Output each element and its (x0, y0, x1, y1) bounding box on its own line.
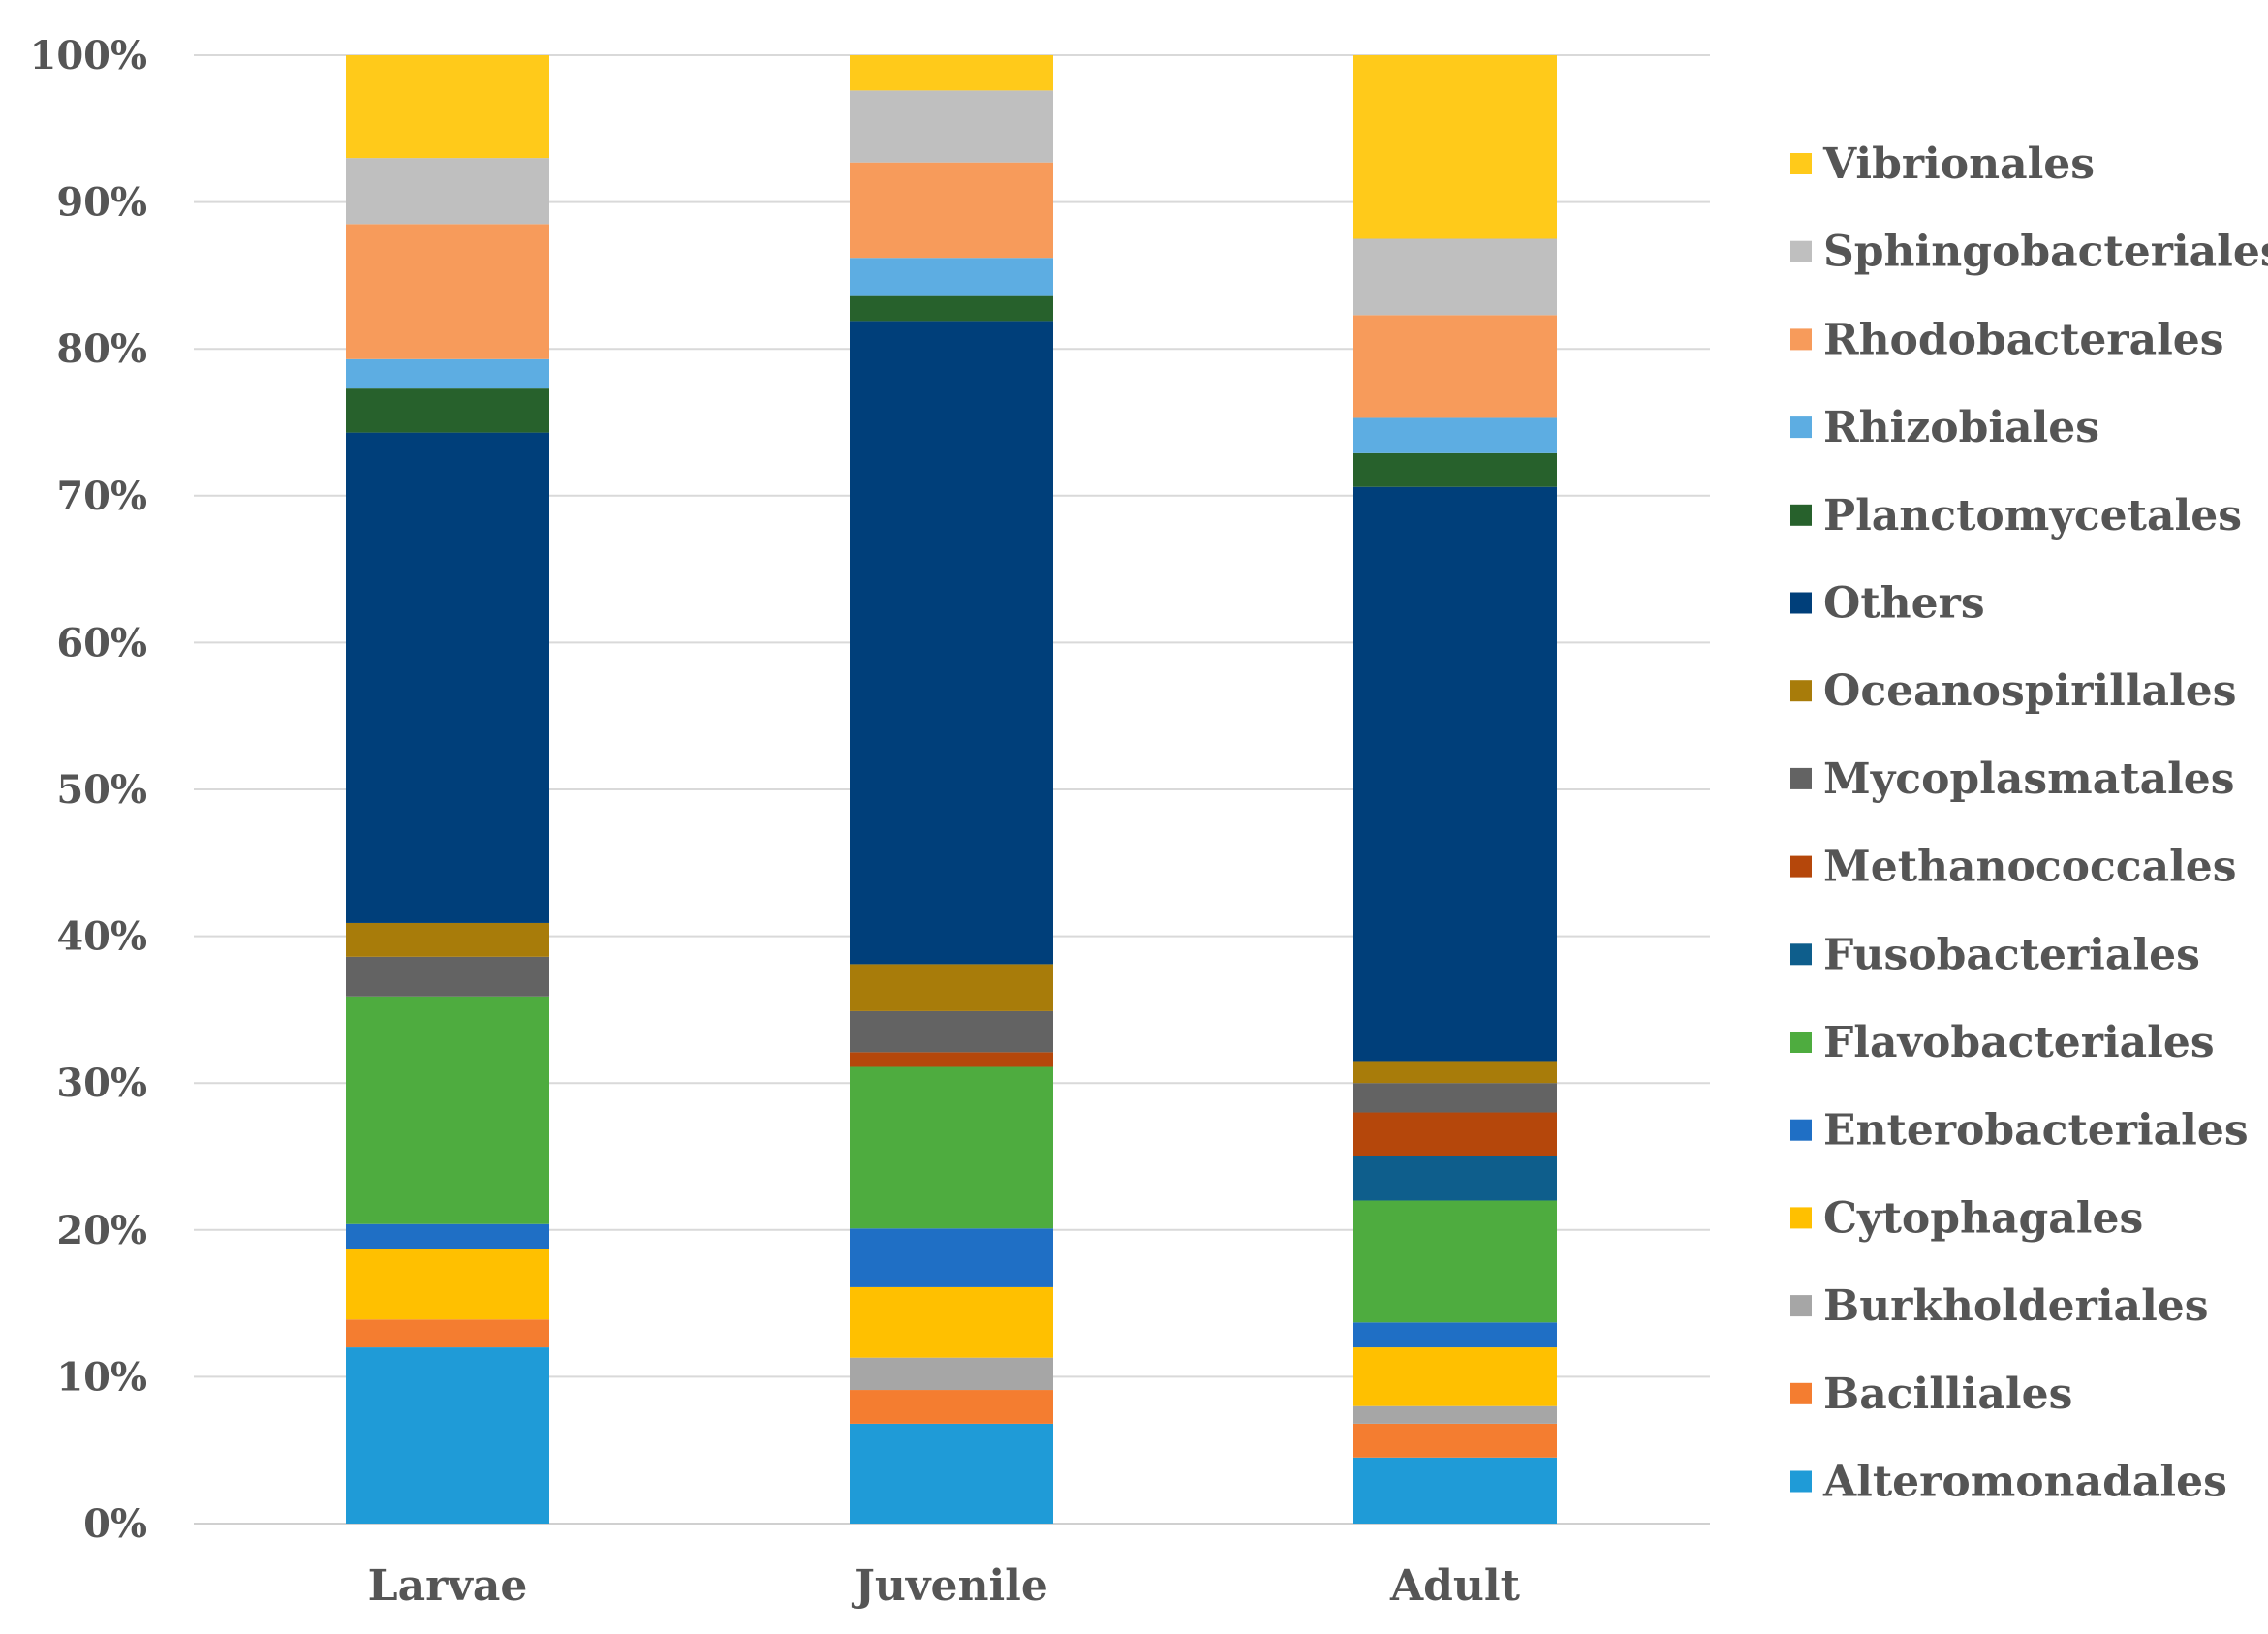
legend-swatch (1790, 504, 1812, 526)
bar-segment-juvenile-alteromonadales (850, 1423, 1053, 1524)
legend-label: Alteromonadales (1822, 1458, 2227, 1507)
y-tick-label: 10% (56, 1354, 147, 1400)
bar-segment-adult-vibrionales (1353, 55, 1557, 239)
y-tick-label: 100% (29, 33, 147, 78)
legend-swatch (1790, 680, 1812, 702)
bar-segment-juvenile-others (850, 321, 1053, 965)
bar-segment-adult-fusobacteriales (1353, 1156, 1557, 1201)
legend-label: Rhodobacterales (1823, 315, 2224, 364)
x-category-label: Juvenile (851, 1561, 1048, 1611)
legend-swatch (1790, 1470, 1812, 1493)
legend: Vibrionales Sphingobacteriales Rhodobacter… (1790, 139, 2268, 1507)
legend-swatch (1790, 1207, 1812, 1229)
legend-swatch (1790, 328, 1812, 351)
y-tick-label: 90% (56, 180, 147, 226)
bar-segment-larvae-oceanospirillales (346, 922, 549, 957)
legend-label: Sphingobacteriales (1823, 228, 2268, 277)
legend-label: Cytophagales (1823, 1193, 2143, 1243)
bar-segment-juvenile-mycoplasmatales (850, 1010, 1053, 1053)
bar-segment-larvae-enterobacteriales (346, 1223, 549, 1249)
legend-swatch (1790, 767, 1812, 789)
bar-segment-juvenile-enterobacteriales (850, 1228, 1053, 1287)
legend-label: Others (1823, 579, 1985, 629)
bar-segment-juvenile-cytophagales (850, 1286, 1053, 1358)
bar-segment-adult-methanococcales (1353, 1112, 1557, 1156)
bar-segment-larvae-vibrionales (346, 55, 549, 159)
y-tick-label: 40% (56, 914, 147, 960)
bar-segment-adult-others (1353, 486, 1557, 1062)
bar-segment-juvenile-vibrionales (850, 55, 1053, 91)
bar-segment-juvenile-sphingobacteriales (850, 90, 1053, 163)
bar-segment-adult-bacilliales (1353, 1423, 1557, 1458)
bar-segment-adult-rhizobiales (1353, 417, 1557, 453)
bar-segment-adult-burkholderiales (1353, 1405, 1557, 1424)
y-tick-label: 80% (56, 326, 147, 372)
legend-swatch (1790, 855, 1812, 878)
bar-segment-adult-alteromonadales (1353, 1457, 1557, 1524)
legend-swatch (1790, 240, 1812, 262)
bar-segment-larvae-bacilliales (346, 1319, 549, 1348)
bar-segment-juvenile-oceanospirillales (850, 964, 1053, 1011)
bar-segment-adult-planctomycetales (1353, 452, 1557, 487)
legend-swatch (1790, 592, 1812, 614)
legend-swatch (1790, 416, 1812, 439)
y-tick-label: 60% (56, 620, 147, 665)
bar-segment-juvenile-rhodobacterales (850, 162, 1053, 259)
bar-segment-larvae-others (346, 432, 549, 923)
x-category-label: Adult (1389, 1561, 1521, 1611)
y-tick-label: 20% (56, 1208, 147, 1253)
legend-label: Enterobacteriales (1823, 1106, 2249, 1156)
bar-segment-adult-oceanospirillales (1353, 1061, 1557, 1084)
legend-label: Rhizobiales (1823, 403, 2099, 452)
legend-label: Bacilliales (1823, 1370, 2072, 1419)
legend-swatch (1790, 1382, 1812, 1404)
bar-segment-adult-enterobacteriales (1353, 1322, 1557, 1348)
bar-segment-juvenile-planctomycetales (850, 295, 1053, 322)
bar-segment-juvenile-rhizobiales (850, 258, 1053, 296)
bar-segment-juvenile-methanococcales (850, 1052, 1053, 1067)
bar-segment-larvae-flavobacteriales (346, 996, 549, 1224)
legend-label: Vibrionales (1822, 139, 2095, 189)
bar-segment-adult-rhodobacterales (1353, 315, 1557, 418)
bar-segment-adult-sphingobacteriales (1353, 238, 1557, 316)
legend-label: Flavobacteriales (1823, 1018, 2215, 1067)
bars (346, 55, 1557, 1524)
legend-swatch (1790, 153, 1812, 174)
legend-label: Methanococcales (1823, 843, 2237, 892)
bar-segment-juvenile-burkholderiales (850, 1357, 1053, 1391)
legend-label: Fusobacteriales (1823, 930, 2200, 979)
bar-segment-adult-flavobacteriales (1353, 1200, 1557, 1323)
legend-label: Oceanospirillales (1823, 666, 2237, 716)
y-tick-label: 30% (56, 1061, 147, 1106)
bar-segment-adult-cytophagales (1353, 1347, 1557, 1406)
bar-segment-larvae-cytophagales (346, 1249, 549, 1320)
bar-segment-larvae-rhizobiales (346, 358, 549, 389)
bar-segment-larvae-alteromonadales (346, 1347, 549, 1524)
legend-swatch (1790, 1032, 1812, 1053)
y-tick-label: 0% (83, 1501, 147, 1547)
bar-segment-adult-mycoplasmatales (1353, 1083, 1557, 1113)
legend-label: Planctomycetales (1823, 491, 2242, 540)
legend-swatch (1790, 1295, 1812, 1317)
bar-segment-larvae-planctomycetales (346, 388, 549, 433)
bar-segment-larvae-sphingobacteriales (346, 158, 549, 225)
legend-label: Mycoplasmatales (1823, 755, 2235, 804)
legend-swatch (1790, 943, 1812, 966)
y-tick-label: 70% (56, 474, 147, 519)
axes: 0% 10% 20% 30% 40% 50% 60% 70% 80% 90% 100% Larvae J… (29, 33, 1520, 1611)
x-category-label: Larvae (368, 1561, 528, 1611)
bar-segment-juvenile-bacilliales (850, 1390, 1053, 1424)
legend-label: Burkholderiales (1823, 1281, 2209, 1331)
legend-swatch (1790, 1119, 1812, 1141)
bar-segment-juvenile-flavobacteriales (850, 1066, 1053, 1229)
bar-segment-larvae-rhodobacterales (346, 224, 549, 359)
bar-segment-larvae-mycoplasmatales (346, 956, 549, 997)
y-tick-label: 50% (56, 767, 147, 813)
